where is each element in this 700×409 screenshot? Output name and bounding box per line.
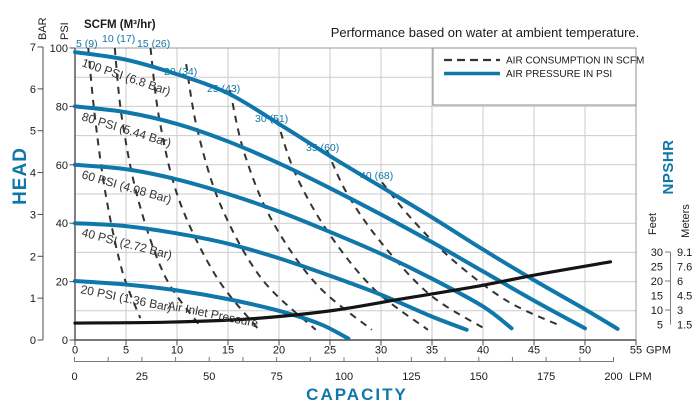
meters-tick-label: 3	[677, 305, 683, 317]
air-consumption-curve-label: 20 (34)	[164, 66, 197, 78]
bar-tick-label: 3	[30, 209, 36, 221]
air-pressure-curves	[73, 50, 620, 341]
gpm-tick-label: 50	[579, 345, 591, 357]
bar-axis-header: BAR	[37, 17, 49, 40]
psi-tick-label: 0	[62, 335, 68, 347]
gpm-tick-label: 0	[72, 345, 78, 357]
air-consumption-curve-label: 25 (43)	[207, 83, 240, 95]
gpm-tick-label: 35	[426, 345, 438, 357]
feet-tick-label: 30	[651, 247, 663, 259]
psi-tick-label: 80	[56, 101, 68, 113]
air-consumption-curve-label: 40 (68)	[360, 170, 393, 182]
air-consumption-curve-label: 35 (60)	[306, 142, 339, 154]
scfm-header: SCFM (M³/hr)	[84, 19, 156, 31]
feet-tick-label: 20	[651, 276, 663, 288]
lpm-tick-label: 150	[470, 371, 488, 383]
lpm-tick-label: 50	[203, 371, 215, 383]
air-consumption-curve-label: 30 (51)	[255, 113, 288, 125]
meters-header: Meters	[680, 204, 692, 238]
lpm-tick-label: 100	[335, 371, 353, 383]
lpm-tick-label: 25	[136, 371, 148, 383]
psi-tick-label: 20	[56, 277, 68, 289]
air-pressure-curve	[73, 50, 620, 331]
gpm-tick-label: 5	[123, 345, 129, 357]
lpm-unit-label: LPM	[629, 371, 652, 383]
npshr-curve-path	[73, 260, 613, 325]
gpm-tick-label: 55	[630, 345, 642, 357]
lpm-tick-label: 0	[71, 371, 77, 383]
feet-tick-label: 10	[651, 305, 663, 317]
psi-tick-label: 40	[56, 218, 68, 230]
legend: AIR CONSUMPTION IN SCFM AIR PRESSURE IN …	[432, 47, 644, 106]
feet-header: Feet	[647, 213, 659, 235]
air-pressure-curve	[73, 104, 587, 331]
bar-tick-label: 2	[30, 251, 36, 263]
feet-tick-label: 25	[651, 262, 663, 274]
air-consumption-curve	[326, 149, 485, 330]
gpm-tick-label: 25	[324, 345, 336, 357]
feet-tick-label: 5	[657, 320, 663, 332]
gpm-tick-label: 40	[477, 345, 489, 357]
legend-label-air-consumption: AIR CONSUMPTION IN SCFM	[506, 56, 644, 67]
air-consumption-curve	[185, 63, 317, 331]
lpm-tick-label: 125	[402, 371, 420, 383]
npshr-axis-label: NPSHR	[660, 139, 677, 194]
feet-tick-label: 15	[651, 291, 663, 303]
air-consumption-curve	[381, 181, 560, 327]
air-pressure-curve	[73, 162, 514, 331]
gpm-tick-label: 30	[375, 345, 387, 357]
meters-tick-label: 6	[677, 276, 683, 288]
npshr-curve	[73, 260, 613, 325]
bar-tick-label: 1	[30, 293, 36, 305]
gpm-unit-label: GPM	[646, 345, 671, 357]
gpm-tick-label: 20	[273, 345, 285, 357]
air-consumption-curve-label: 10 (17)	[102, 33, 135, 45]
psi-tick-label: 60	[56, 160, 68, 172]
gridlines	[75, 48, 636, 340]
meters-tick-label: 9.1	[677, 247, 692, 259]
air-pressure-curve	[73, 221, 469, 332]
air-consumption-curve	[276, 119, 429, 331]
lpm-tick-label: 200	[604, 371, 622, 383]
legend-box	[432, 47, 637, 106]
lpm-tick-label: 175	[537, 371, 555, 383]
air-consumption-curve	[229, 90, 373, 331]
head-axis-label: HEAD	[10, 147, 31, 205]
air-consumption-curve	[149, 47, 259, 329]
psi-tick-label: 100	[50, 43, 68, 55]
bar-tick-label: 6	[30, 84, 36, 96]
meters-tick-label: 1.5	[677, 320, 692, 332]
gpm-tick-label: 10	[171, 345, 183, 357]
lpm-tick-label: 75	[271, 371, 283, 383]
bar-tick-label: 5	[30, 126, 36, 138]
psi-axis-header: PSI	[59, 22, 71, 40]
bar-tick-label: 4	[30, 168, 36, 180]
capacity-axis-label: CAPACITY	[306, 385, 408, 404]
meters-tick-label: 4.5	[677, 291, 692, 303]
air-pressure-curve	[73, 279, 351, 341]
meters-tick-label: 7.6	[677, 262, 692, 274]
gpm-tick-label: 15	[222, 345, 234, 357]
legend-label-air-pressure: AIR PRESSURE IN PSI	[506, 69, 612, 80]
bar-tick-label: 0	[30, 335, 36, 347]
chart-title: Performance based on water at ambient te…	[331, 25, 640, 40]
gpm-tick-label: 45	[528, 345, 540, 357]
air-consumption-curve-label: 5 (9)	[76, 38, 98, 50]
air-consumption-curve-label: 15 (26)	[137, 38, 170, 50]
bar-tick-label: 7	[30, 42, 36, 54]
